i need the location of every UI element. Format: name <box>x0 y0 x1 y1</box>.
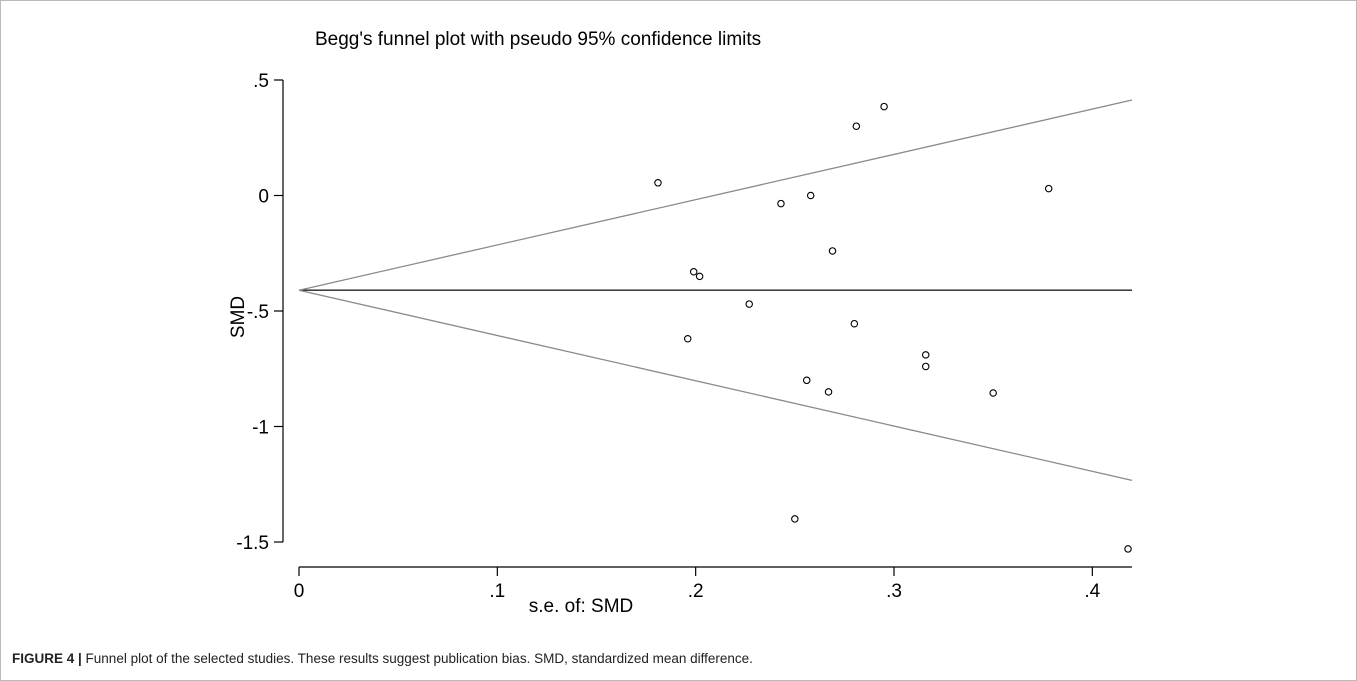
y-tick-label: 0 <box>258 187 269 208</box>
study-point <box>806 191 815 200</box>
y-tick-label: -.5 <box>247 302 269 323</box>
upper-confidence-limit-line <box>298 99 1133 291</box>
study-point <box>777 199 785 208</box>
study-point <box>921 351 930 359</box>
chart-title: Begg's funnel plot with pseudo 95% confi… <box>315 29 761 50</box>
figure-label: FIGURE 4 | <box>12 651 82 666</box>
y-axis-label: SMD <box>228 296 249 338</box>
study-point <box>654 179 662 187</box>
study-point <box>791 515 799 523</box>
study-point <box>695 272 704 281</box>
study-point <box>683 334 692 343</box>
study-point <box>745 300 753 308</box>
study-point <box>802 376 811 385</box>
study-point <box>880 102 888 111</box>
study-point <box>1044 184 1053 193</box>
figure-caption: FIGURE 4 | Funnel plot of the selected s… <box>12 651 753 666</box>
study-point <box>852 122 861 130</box>
x-tick-label: 0 <box>294 581 305 602</box>
y-tick-label: -1 <box>252 418 269 439</box>
study-point <box>850 319 859 328</box>
x-tick-label: .3 <box>886 581 902 602</box>
lower-confidence-limit-line <box>298 289 1133 482</box>
data-points <box>654 102 1132 553</box>
y-tick-label: -1.5 <box>236 533 269 554</box>
x-axis-label: s.e. of: SMD <box>529 596 634 617</box>
study-point <box>689 267 698 276</box>
funnel-plot: Begg's funnel plot with pseudo 95% confi… <box>228 29 1133 617</box>
x-tick-label: .4 <box>1084 581 1100 602</box>
study-point <box>921 362 930 371</box>
x-tick-label: .1 <box>489 581 505 602</box>
y-tick-label: .5 <box>253 71 269 92</box>
study-point <box>989 389 997 397</box>
x-tick-label: .2 <box>688 581 704 602</box>
funnel-lines <box>298 99 1133 482</box>
study-point <box>828 247 837 255</box>
axes: .5 0 -.5 -1 -1.5 0 .1 .2 .3 .4 <box>236 71 1132 602</box>
study-point <box>824 388 833 396</box>
study-point <box>1124 545 1132 553</box>
caption-text: Funnel plot of the selected studies. The… <box>81 651 753 666</box>
